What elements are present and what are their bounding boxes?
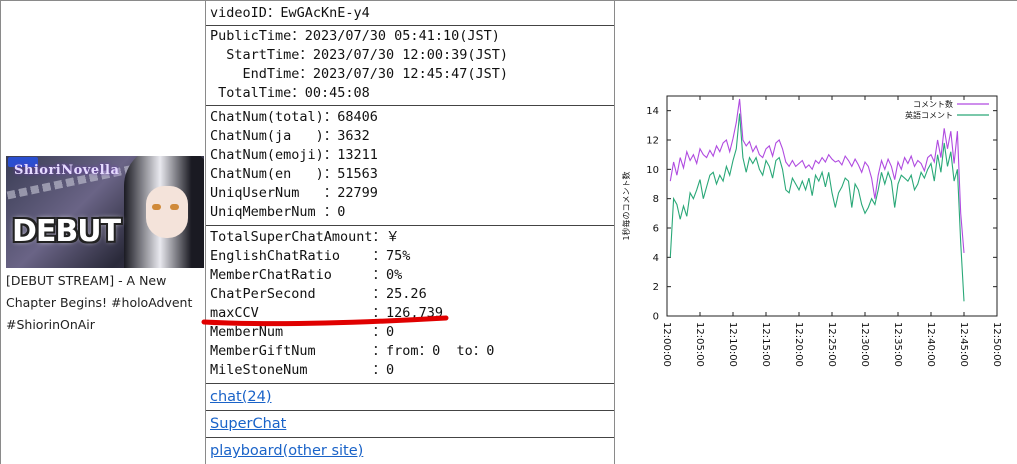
x-tick-label: 12:50:00: [991, 322, 1002, 367]
thumbnail-character-face: [146, 186, 188, 238]
section-divider: [206, 410, 614, 411]
chat-num-emoji: ChatNum(emoji)：13211: [210, 147, 378, 163]
legend-label: 英語コメント: [905, 110, 953, 120]
y-tick-label: 10: [646, 165, 659, 176]
chart-svg: 0 2 4 6 8 10 12 14 12:00:00 12:05:00 12:10:00 12:15…: [621, 95, 1002, 367]
thumbnail-eye: [170, 204, 179, 210]
video-thumbnail[interactable]: ShioriNovella DEBUT: [6, 156, 204, 268]
thumbnail-debut-text: DEBUT: [12, 214, 121, 249]
chat-num-total: ChatNum(total)：68406: [210, 109, 378, 125]
section-divider: [206, 225, 614, 226]
uniq-user-num: UniqUserNum ：22799: [210, 185, 378, 201]
playboard-link[interactable]: playboard(other site): [210, 443, 364, 459]
x-tick-label: 12:20:00: [793, 322, 804, 367]
section-divider: [206, 437, 614, 438]
superchat-link[interactable]: SuperChat: [210, 416, 287, 432]
chat-per-second: ChatPerSecond ：25.26: [210, 286, 427, 302]
x-tick-label: 12:10:00: [727, 322, 738, 367]
chat-num-ja: ChatNum(ja )：3632: [210, 128, 370, 144]
column-divider-right: [614, 0, 615, 464]
legend-label: コメント数: [913, 99, 953, 109]
thumbnail-badge: [8, 157, 38, 167]
y-tick-label: 0: [653, 312, 659, 323]
y-tick-label: 12: [646, 136, 659, 147]
end-time: EndTime：2023/07/30 12:45:47(JST): [210, 66, 508, 82]
total-time: TotalTime：00:45:08: [210, 85, 370, 101]
y-axis-label: 1秒毎のコメント数: [621, 171, 631, 240]
chat-link[interactable]: chat(24): [210, 389, 272, 405]
section-divider: [206, 25, 614, 26]
thumbnail-eye: [152, 204, 161, 210]
chat-num-en: ChatNum(en )：51563: [210, 166, 378, 182]
x-tick-label: 12:05:00: [694, 322, 705, 367]
video-id: videoID：EwGAcKnE-y4: [210, 5, 370, 21]
x-tick-label: 12:30:00: [859, 322, 870, 367]
x-tick-label: 12:00:00: [661, 322, 672, 367]
total-superchat-amount: TotalSuperChatAmount：￥: [210, 229, 400, 245]
x-tick-label: 12:45:00: [958, 322, 969, 367]
member-gift-num: MemberGiftNum ：from：0 to：0: [210, 343, 495, 359]
section-divider: [206, 105, 614, 106]
video-title: [DEBUT STREAM] - A New Chapter Begins! #…: [6, 273, 193, 332]
english-chat-ratio: EnglishChatRatio ：75%: [210, 248, 411, 264]
series-line-0: [669, 98, 965, 253]
member-num: MemberNum ：0: [210, 324, 395, 340]
x-tick-label: 12:40:00: [925, 322, 936, 367]
x-tick-label: 12:15:00: [760, 322, 771, 367]
section-divider: [206, 383, 614, 384]
y-tick-label: 6: [653, 224, 659, 235]
series-line-1: [669, 113, 965, 302]
column-divider-left: [205, 0, 206, 464]
red-highlight-underline: [201, 315, 449, 327]
y-tick-label: 2: [653, 282, 659, 293]
public-time: PublicTime：2023/07/30 05:41:10(JST): [210, 28, 500, 44]
uniq-member-num: UniqMemberNum ：0: [210, 204, 346, 220]
milestone-num: MileStoneNum ：0: [210, 362, 395, 378]
member-chat-ratio: MemberChatRatio ：0%: [210, 267, 403, 283]
x-tick-label: 12:25:00: [826, 322, 837, 367]
y-tick-label: 4: [653, 253, 659, 264]
comment-rate-chart: 0 2 4 6 8 10 12 14 12:00:00 12:05:00 12:10:00 12:15…: [615, 0, 1017, 464]
y-tick-label: 14: [646, 106, 659, 117]
y-tick-label: 8: [653, 194, 659, 205]
x-tick-label: 12:35:00: [892, 322, 903, 367]
start-time: StartTime：2023/07/30 12:00:39(JST): [210, 47, 508, 63]
max-ccv: maxCCV ：126,739: [210, 305, 443, 321]
thumbnail-logo: ShioriNovella: [14, 163, 120, 178]
plot-frame: [666, 95, 998, 317]
